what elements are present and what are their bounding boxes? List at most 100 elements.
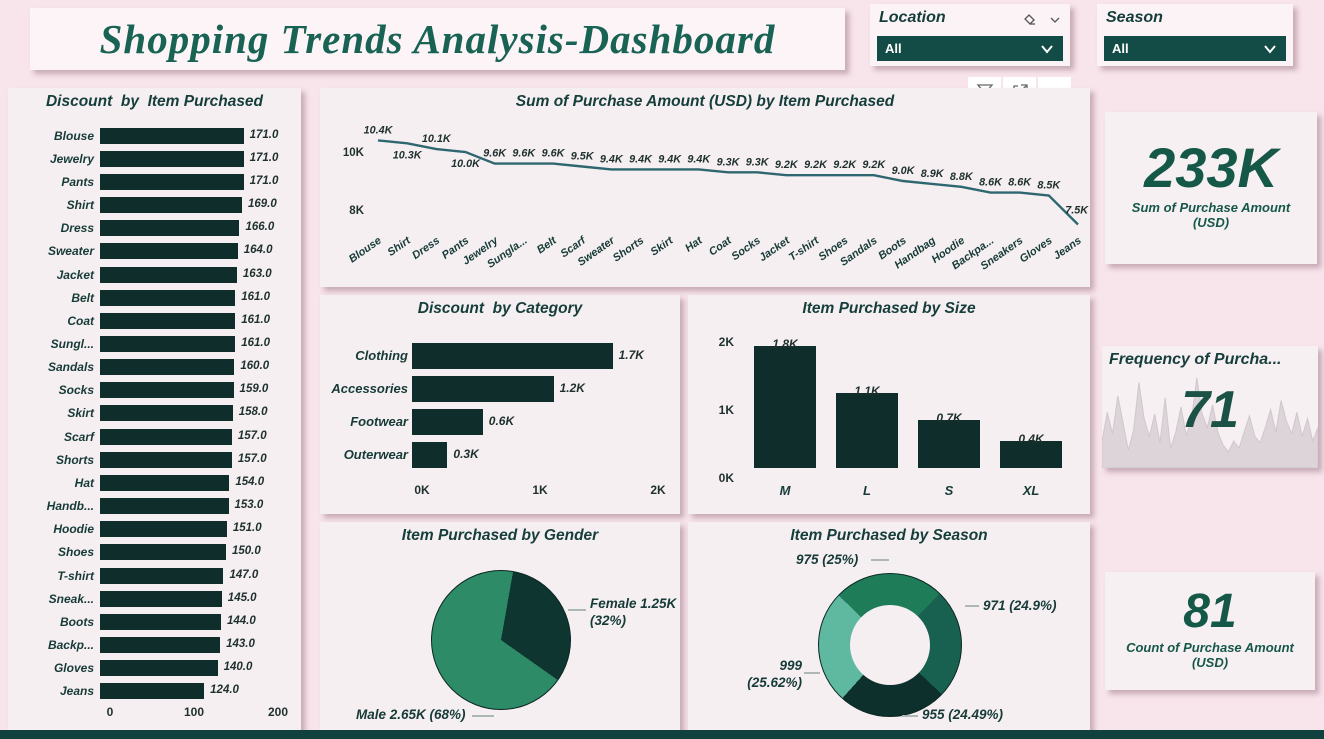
bar[interactable]: [100, 220, 240, 237]
bar[interactable]: [1000, 440, 1062, 468]
bar[interactable]: [100, 359, 235, 376]
bar[interactable]: [100, 382, 234, 399]
bar[interactable]: [100, 243, 238, 260]
bar[interactable]: [100, 590, 222, 607]
bar[interactable]: [100, 335, 236, 352]
bar-row: Backp... 143.0: [18, 633, 297, 656]
category-label: Hat: [74, 475, 94, 490]
bar[interactable]: [100, 405, 233, 422]
bar-track: 144.0: [100, 613, 297, 630]
bar[interactable]: [100, 660, 218, 677]
card-label: Sum of Purchase Amount (USD): [1131, 200, 1291, 230]
bar[interactable]: [100, 498, 229, 515]
discount-by-category-chart: Discount by Category Clothing 1.7K Accesso…: [320, 295, 680, 514]
data-label: 9.4K: [658, 153, 682, 165]
bar[interactable]: [100, 613, 221, 630]
bar-track: 1.7K: [412, 342, 674, 369]
data-label: 9.2K: [804, 159, 828, 171]
data-label: 154.0: [235, 475, 265, 488]
chevron-down-icon[interactable]: [1048, 12, 1062, 33]
category-label: T-shirt: [787, 234, 823, 264]
bar-row: Accessories 1.2K: [330, 372, 674, 405]
bar-row: Shorts 157.0: [18, 448, 297, 471]
sparkline-chart: [1102, 377, 1318, 468]
category-label: Belt: [71, 290, 94, 305]
bar-row: Handb... 153.0: [18, 495, 297, 518]
data-label: 160.0: [240, 360, 270, 373]
bar-track: 161.0: [100, 312, 297, 329]
donut-label-971: 971 (24.9%): [983, 598, 1057, 613]
page-title: Shopping Trends Analysis-Dashboard: [99, 16, 776, 62]
category-label: Gloves: [53, 661, 94, 676]
bar[interactable]: [100, 567, 224, 584]
category-label: XL: [1022, 483, 1040, 498]
bar[interactable]: [412, 408, 483, 435]
bar-row: Dress 166.0: [18, 217, 297, 240]
gender-pie[interactable]: [431, 570, 571, 710]
category-label: Blouse: [53, 128, 94, 143]
category-label: S: [944, 483, 954, 498]
bar[interactable]: [412, 441, 448, 468]
svg-text:8K: 8K: [349, 205, 364, 217]
bar[interactable]: [100, 289, 236, 306]
bar[interactable]: [100, 428, 232, 445]
category-label: Shirt: [385, 234, 414, 259]
bar-track: 147.0: [100, 567, 297, 584]
bar-track: 169.0: [100, 197, 297, 214]
bar[interactable]: [100, 312, 236, 329]
bar[interactable]: [100, 683, 205, 700]
bar[interactable]: [836, 393, 898, 468]
bar[interactable]: [100, 173, 244, 190]
data-label: 1.8K: [772, 336, 798, 351]
bar[interactable]: [100, 474, 230, 491]
bar[interactable]: [412, 342, 613, 369]
data-label: 124.0: [210, 684, 239, 697]
bar-row: Sneak... 145.0: [18, 587, 297, 610]
bar-row: Skirt 158.0: [18, 402, 297, 425]
eraser-icon[interactable]: [1022, 12, 1040, 33]
location-slicer: Location All: [870, 4, 1070, 66]
item-by-gender-chart: Item Purchased by Gender Female 1.25K (3…: [320, 522, 680, 732]
bar[interactable]: [100, 197, 242, 214]
card-title: Frequency of Purcha...: [1109, 351, 1282, 368]
header-title-box: Shopping Trends Analysis-Dashboard: [30, 8, 845, 70]
line-series[interactable]: [377, 139, 1079, 226]
bar[interactable]: [100, 451, 232, 468]
bar[interactable]: [100, 266, 237, 283]
location-dropdown[interactable]: All: [877, 36, 1063, 61]
season-donut[interactable]: [818, 573, 962, 717]
category-label: Scarf: [63, 429, 94, 444]
dropdown-chevron-icon: [1264, 44, 1276, 54]
purchase-by-item-chart: Sum of Purchase Amount (USD) by Item Pur…: [320, 88, 1090, 287]
bar[interactable]: [100, 150, 244, 167]
data-label: 1.7K: [618, 347, 644, 362]
season-dropdown[interactable]: All: [1104, 36, 1286, 61]
data-label: 8.8K: [950, 171, 974, 183]
data-label: 7.5K: [1065, 205, 1089, 217]
bar[interactable]: [918, 420, 980, 468]
bar[interactable]: [100, 521, 227, 538]
bar[interactable]: [100, 127, 244, 144]
bar[interactable]: [100, 637, 221, 654]
data-label: 161.0: [241, 336, 271, 349]
item-by-size-chart: Item Purchased by Size 2K 1K 0K 1.8K M 1.1K L 0…: [688, 295, 1090, 514]
data-label: 9.4K: [600, 153, 624, 165]
data-label: 1.1K: [854, 384, 880, 399]
leader-line: [902, 715, 918, 717]
data-label: 1.2K: [559, 380, 585, 395]
bar[interactable]: [412, 375, 554, 402]
bar[interactable]: [754, 345, 816, 468]
location-dropdown-value: All: [885, 41, 902, 56]
count-purchase-card: 81 Count of Purchase Amount (USD): [1105, 572, 1315, 690]
column-slot: 1.8K M: [744, 295, 826, 505]
bar-track: 171.0: [100, 150, 297, 167]
discount-item-rows: Blouse 171.0 Jewelry 171.0 Pants 171.0 Shirt 16…: [18, 124, 297, 703]
data-label: 10.0K: [451, 158, 481, 170]
bar-track: 140.0: [100, 660, 297, 677]
bar[interactable]: [100, 544, 226, 561]
bar-row: Jacket 163.0: [18, 263, 297, 286]
bottom-strip: [0, 730, 1324, 739]
chart-title: Item Purchased by Gender: [401, 527, 599, 544]
category-label: Coat: [67, 313, 94, 328]
